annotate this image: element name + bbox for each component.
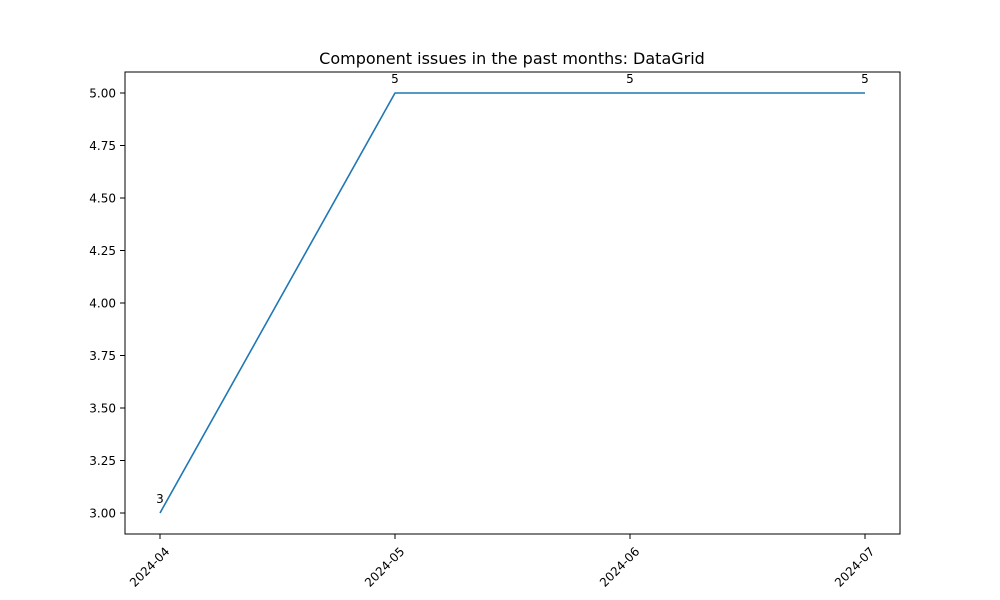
y-tick-label: 4.75 bbox=[89, 139, 116, 153]
y-tick-label: 4.00 bbox=[89, 297, 116, 311]
y-axis: 3.00 3.25 3.50 3.75 4.00 4.25 4.50 4.75 5.00 bbox=[89, 87, 125, 521]
y-tick-label: 4.50 bbox=[89, 192, 116, 206]
y-tick-label: 3.50 bbox=[89, 402, 116, 416]
y-tick-label: 4.25 bbox=[89, 244, 116, 258]
y-tick-label: 3.75 bbox=[89, 349, 116, 363]
data-label: 5 bbox=[861, 72, 869, 86]
y-tick-label: 3.25 bbox=[89, 454, 116, 468]
data-label: 5 bbox=[391, 72, 399, 86]
series-line bbox=[159, 92, 865, 514]
y-tick-label: 3.00 bbox=[89, 507, 116, 521]
y-tick-label: 5.00 bbox=[89, 87, 116, 101]
series-layer bbox=[159, 92, 866, 514]
chart-title: Component issues in the past months: Dat… bbox=[319, 49, 705, 68]
data-labels: 3 5 5 5 bbox=[156, 72, 869, 506]
data-label: 3 bbox=[156, 492, 164, 506]
data-label: 5 bbox=[626, 72, 634, 86]
